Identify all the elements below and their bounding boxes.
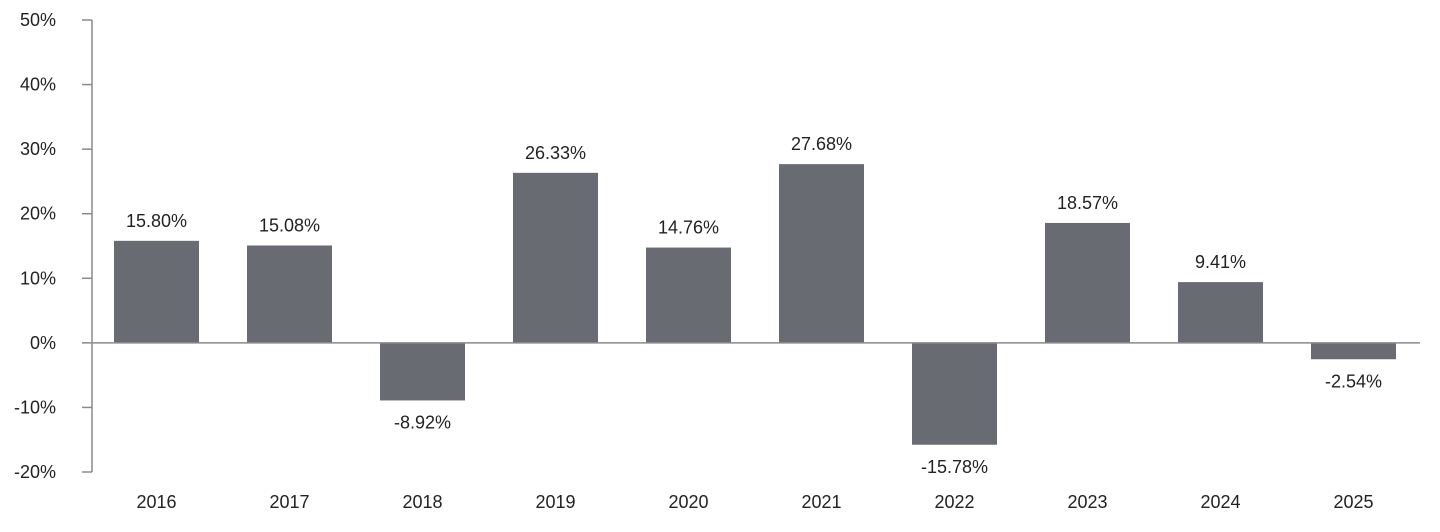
data-label-2023: 18.57% (1057, 193, 1118, 213)
data-label-2019: 26.33% (525, 143, 586, 163)
bars (114, 164, 1396, 445)
y-tick-label: -20% (14, 462, 56, 482)
bar-2023 (1045, 222, 1130, 343)
bar-2016 (114, 240, 199, 343)
x-tick-label-2017: 2017 (269, 492, 309, 512)
y-tick-label: 40% (20, 75, 56, 95)
labels: 50% 40% 30% 20% 10% 0% -10% -20% 15.80% 2016 15.08… (14, 10, 1382, 512)
y-tick-label: 10% (20, 268, 56, 288)
data-label-2016: 15.80% (126, 211, 187, 231)
x-tick-label-2022: 2022 (934, 492, 974, 512)
x-tick-label-2021: 2021 (801, 492, 841, 512)
data-label-2020: 14.76% (658, 218, 719, 238)
x-tick-label-2023: 2023 (1067, 492, 1107, 512)
y-tick-label: 50% (20, 10, 56, 30)
bar-2018 (380, 342, 465, 401)
bar-2021 (779, 164, 864, 343)
data-label-2017: 15.08% (259, 215, 320, 235)
y-tick-label: 30% (20, 139, 56, 159)
bar-2025 (1311, 342, 1396, 360)
bar-2019 (513, 172, 598, 343)
x-tick-label-2024: 2024 (1200, 492, 1240, 512)
bar-2020 (646, 247, 731, 343)
y-tick-label: 0% (30, 333, 56, 353)
data-label-2025: -2.54% (1325, 371, 1382, 391)
bar-2022 (912, 342, 997, 445)
bar-2017 (247, 245, 332, 343)
y-tick-label: -10% (14, 397, 56, 417)
x-tick-label-2018: 2018 (402, 492, 442, 512)
y-tick-label: 20% (20, 204, 56, 224)
x-tick-label-2019: 2019 (535, 492, 575, 512)
x-tick-label-2016: 2016 (136, 492, 176, 512)
bar-2024 (1178, 282, 1263, 343)
x-tick-label-2025: 2025 (1333, 492, 1373, 512)
data-label-2024: 9.41% (1195, 252, 1246, 272)
axes (82, 19, 1420, 473)
data-label-2021: 27.68% (791, 134, 852, 154)
data-label-2022: -15.78% (921, 457, 988, 477)
x-tick-label-2020: 2020 (668, 492, 708, 512)
data-label-2018: -8.92% (394, 412, 451, 432)
